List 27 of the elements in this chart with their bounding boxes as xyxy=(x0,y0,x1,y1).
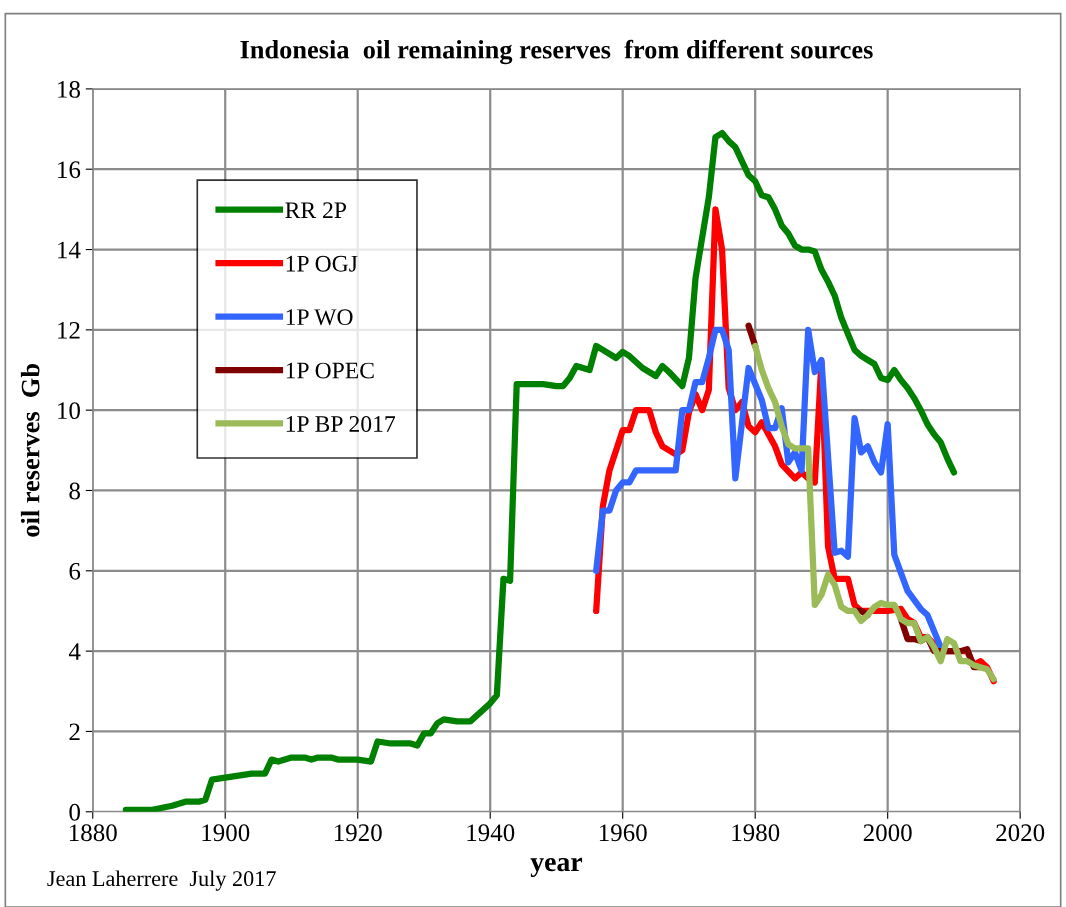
legend-label: 1P OGJ xyxy=(286,255,358,272)
y-tick-label: 4 xyxy=(68,643,81,660)
x-tick-label: 2020 xyxy=(996,824,1045,842)
x-tick-label: 1960 xyxy=(599,824,647,842)
legend-label: 1P BP 2017 xyxy=(286,416,396,432)
y-tick-label: 12 xyxy=(58,321,80,339)
y-tick-label: 16 xyxy=(58,161,81,179)
y-tick-label: 6 xyxy=(69,562,81,580)
y-tick-label: 10 xyxy=(58,402,80,420)
y-axis-title: oil reserves Gb xyxy=(20,364,40,537)
chart-title: Indonesia oil remaining reserves from different sources xyxy=(240,39,873,65)
y-tick-label: 18 xyxy=(58,80,80,98)
y-tick-label: 0 xyxy=(69,803,80,821)
x-tick-label: 1920 xyxy=(334,824,382,842)
x-tick-label: 1880 xyxy=(69,824,117,842)
y-tick-label: 14 xyxy=(58,241,81,259)
legend-label: 1P OPEC xyxy=(286,362,374,379)
legend-label: RR 2P xyxy=(285,202,347,218)
y-tick-label: 8 xyxy=(69,482,80,500)
x-tick-label: 1980 xyxy=(732,824,780,842)
x-tick-label: 1900 xyxy=(202,824,250,842)
legend-label: 1P WO xyxy=(286,309,353,326)
x-tick-label: 1940 xyxy=(467,824,515,842)
text: Jean Laherrere July 2017 xyxy=(47,870,276,891)
x-tick-label: 2000 xyxy=(863,824,912,842)
x-axis-title: year xyxy=(530,857,583,877)
y-tick-label: 2 xyxy=(69,723,80,741)
